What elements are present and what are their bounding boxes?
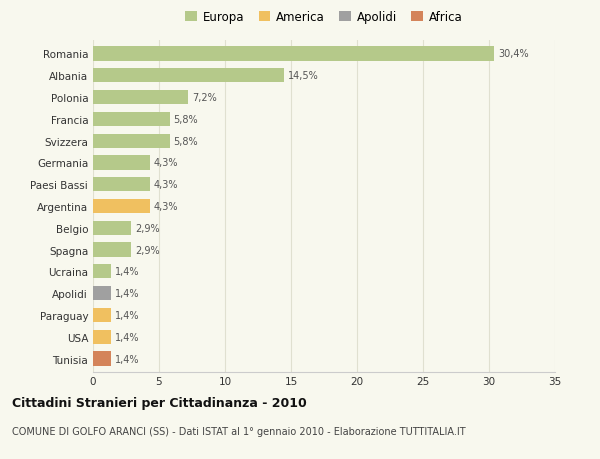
Text: 1,4%: 1,4%: [115, 267, 140, 277]
Text: 5,8%: 5,8%: [173, 115, 198, 124]
Legend: Europa, America, Apolidi, Africa: Europa, America, Apolidi, Africa: [181, 6, 467, 29]
Bar: [93, 308, 112, 322]
Bar: [93, 134, 170, 148]
Text: 2,9%: 2,9%: [135, 223, 160, 233]
Bar: [93, 265, 112, 279]
Text: Cittadini Stranieri per Cittadinanza - 2010: Cittadini Stranieri per Cittadinanza - 2…: [12, 396, 307, 409]
Text: 1,4%: 1,4%: [115, 289, 140, 298]
Bar: [93, 286, 112, 301]
Text: 1,4%: 1,4%: [115, 310, 140, 320]
Bar: [93, 200, 150, 213]
Bar: [93, 330, 112, 344]
Text: 14,5%: 14,5%: [289, 71, 319, 81]
Text: 1,4%: 1,4%: [115, 354, 140, 364]
Text: COMUNE DI GOLFO ARANCI (SS) - Dati ISTAT al 1° gennaio 2010 - Elaborazione TUTTI: COMUNE DI GOLFO ARANCI (SS) - Dati ISTAT…: [12, 426, 466, 436]
Bar: [93, 221, 131, 235]
Text: 5,8%: 5,8%: [173, 136, 198, 146]
Bar: [93, 112, 170, 127]
Bar: [93, 243, 131, 257]
Text: 7,2%: 7,2%: [192, 93, 217, 103]
Bar: [93, 47, 494, 62]
Bar: [93, 69, 284, 83]
Bar: [93, 91, 188, 105]
Text: 2,9%: 2,9%: [135, 245, 160, 255]
Bar: [93, 178, 150, 192]
Bar: [93, 156, 150, 170]
Text: 4,3%: 4,3%: [154, 202, 178, 212]
Text: 30,4%: 30,4%: [498, 50, 529, 59]
Bar: [93, 352, 112, 366]
Text: 4,3%: 4,3%: [154, 180, 178, 190]
Text: 4,3%: 4,3%: [154, 158, 178, 168]
Text: 1,4%: 1,4%: [115, 332, 140, 342]
